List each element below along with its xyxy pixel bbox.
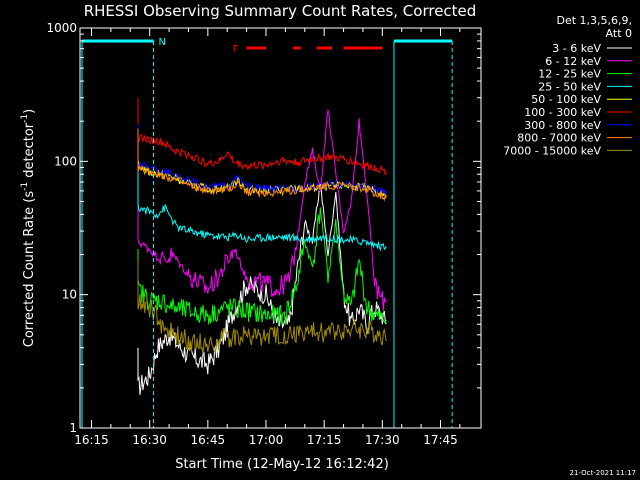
y-axis-label-main: Corrected Count Rate (s	[22, 191, 37, 348]
legend-label-8: 7000 - 15000 keV	[503, 144, 601, 157]
y-tick-label: 10	[62, 288, 77, 302]
legend-label-6: 300 - 800 keV	[524, 119, 601, 132]
flags-layer: NF	[81, 37, 453, 428]
x-tick-label: 17:15	[307, 433, 342, 447]
legend-header-line-2: Att 0	[606, 27, 632, 40]
y-axis-label-sup-1: -1	[20, 182, 30, 191]
y-axis-label: Corrected Count Rate (s-1 detector-1)	[20, 109, 37, 347]
y-tick-label: 1	[69, 421, 77, 435]
series-line-4	[137, 124, 387, 200]
plot-frame	[79, 27, 482, 429]
legend-label-4: 50 - 100 keV	[531, 93, 601, 106]
x-axis: 16:15 16:30 16:45 17:00 17:15 17:30 17:45	[74, 28, 461, 447]
legend-label-5: 100 - 300 keV	[524, 106, 601, 119]
x-tick-label: 17:45	[423, 433, 458, 447]
legend-label-3: 25 - 50 keV	[538, 80, 601, 93]
series-line-2	[137, 207, 387, 327]
series-line-7	[137, 128, 387, 202]
x-tick-label: 16:45	[191, 433, 226, 447]
legend-label-7: 800 - 7000 keV	[517, 132, 601, 145]
y-axis-label-mid: detector	[22, 122, 37, 182]
series-line-8	[137, 260, 387, 354]
series-line-1	[137, 108, 387, 311]
y-axis-label-end: )	[22, 109, 37, 114]
x-tick-label: 16:15	[74, 433, 109, 447]
x-tick-label: 17:30	[365, 433, 400, 447]
x-tick-label: 16:30	[132, 433, 167, 447]
legend-label-2: 12 - 25 keV	[538, 68, 601, 81]
series-line-5	[137, 97, 387, 175]
series-line-0	[137, 184, 387, 395]
chart-title: RHESSI Observing Summary Count Rates, Co…	[84, 2, 477, 20]
x-tick-label: 17:00	[249, 433, 284, 447]
x-axis-label: Start Time (12-May-12 16:12:42)	[175, 457, 389, 472]
y-axis-label-sup-2: -1	[20, 114, 30, 123]
y-tick-label: 100	[54, 154, 77, 168]
night-flag-label: N	[159, 37, 166, 48]
series-line-3	[137, 167, 387, 252]
y-tick-label: 1000	[46, 21, 77, 35]
y-axis: 1 10 100 1000	[46, 21, 481, 435]
series-layer	[137, 97, 387, 395]
legend-label-1: 6 - 12 keV	[545, 55, 601, 68]
legend-label-0: 3 - 6 keV	[552, 42, 601, 55]
flare-flag-label: F	[233, 44, 239, 55]
footer-timestamp: 21-Oct-2021 11:17	[570, 469, 636, 477]
series-line-6	[137, 124, 387, 195]
legend-header-line-1: Det 1,3,5,6,9,	[556, 14, 632, 27]
